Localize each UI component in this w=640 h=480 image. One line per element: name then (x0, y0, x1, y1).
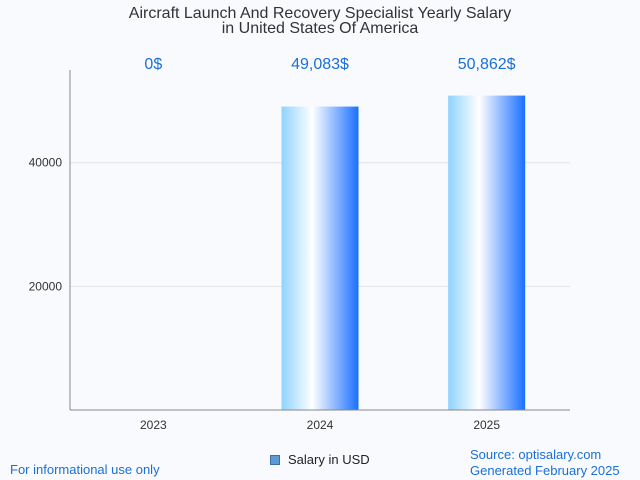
legend-label: Salary in USD (288, 452, 370, 467)
source-block: Source: optisalary.com Generated Februar… (470, 447, 620, 479)
value-label-2023: 0$ (144, 56, 162, 73)
legend: Salary in USD (270, 452, 370, 467)
x-tick-label-2025: 2025 (473, 418, 500, 432)
chart-title-line1: Aircraft Launch And Recovery Specialist … (129, 5, 511, 22)
value-label-2025: 50,862$ (458, 56, 516, 73)
y-tick-label: 20000 (29, 279, 63, 293)
x-tick-label-2024: 2024 (307, 418, 334, 432)
bar-2025 (448, 95, 526, 411)
bar-2024 (281, 106, 359, 410)
generated-text: Generated February 2025 (470, 463, 620, 478)
chart-title-line2: in United States Of America (222, 20, 419, 37)
salary-chart: Aircraft Launch And Recovery Specialist … (29, 5, 570, 432)
disclaimer-text: For informational use only (10, 462, 160, 477)
value-label-2024: 49,083$ (291, 56, 349, 73)
y-tick-label: 40000 (29, 156, 63, 170)
source-text: Source: optisalary.com (470, 447, 602, 462)
legend-swatch (270, 454, 280, 465)
x-tick-label-2023: 2023 (140, 418, 167, 432)
